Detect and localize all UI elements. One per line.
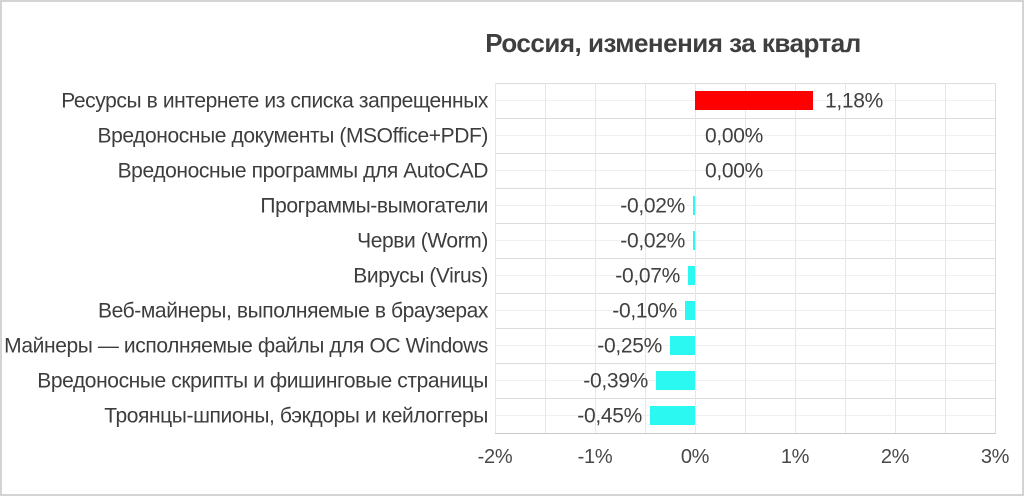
x-axis-tick-label: -2% <box>477 446 513 468</box>
bar-negative <box>670 336 695 355</box>
category-label: Троянцы-шпионы, бэкдоры и кейлоггеры <box>104 404 488 427</box>
bar-negative <box>693 196 695 215</box>
bar-negative <box>656 371 695 390</box>
x-axis-tick-label: 0% <box>680 446 710 468</box>
bar-value-label: 0,00% <box>705 124 764 147</box>
x-axis: -2% -1% 0% 1% 2% 3% <box>478 446 1010 470</box>
bar-negative <box>693 231 695 250</box>
bar-negative <box>688 266 695 285</box>
bar-value-label: -0,10% <box>612 299 677 322</box>
category-label: Вредоносные программы для AutoCAD <box>117 159 489 182</box>
bar-value-label: -0,02% <box>620 194 685 217</box>
category-label: Вредоносные скрипты и фишинговые страниц… <box>37 369 488 392</box>
bar-value-label: -0,25% <box>597 334 662 357</box>
x-axis-tick-label: -1% <box>577 446 613 468</box>
bar-negative <box>650 406 695 425</box>
category-label: Программы-вымогатели <box>260 194 488 217</box>
bar-negative <box>685 301 695 320</box>
category-label: Майнеры — исполняемые файлы для ОС Windo… <box>4 334 488 357</box>
category-label: Вирусы (Virus) <box>353 264 488 287</box>
plot-area: 1,18% 0,00% 0,00% -0,02% -0,02% -0,07% -0,10% -… <box>495 83 996 434</box>
x-axis-tick-label: 1% <box>780 446 810 468</box>
bar-value-label: -0,02% <box>620 229 685 252</box>
x-axis-tick-label: 2% <box>880 446 910 468</box>
bar-positive <box>695 91 813 110</box>
x-axis-tick-label: 3% <box>980 446 1010 468</box>
category-label: Черви (Worm) <box>357 229 488 252</box>
chart-title: Россия, изменения за квартал <box>485 28 861 58</box>
category-label: Веб-майнеры, выполняемые в браузерах <box>98 299 488 322</box>
bar-value-label: 1,18% <box>825 89 884 112</box>
bar-value-label: -0,45% <box>577 404 642 427</box>
category-label: Вредоносные документы (MSOffice+PDF) <box>97 124 488 147</box>
bar-value-label: -0,39% <box>583 369 648 392</box>
bar-value-label: 0,00% <box>705 159 764 182</box>
category-axis: Ресурсы в интернете из списка запрещенны… <box>2 83 488 433</box>
category-label: Ресурсы в интернете из списка запрещенны… <box>61 89 488 112</box>
bar-value-label: -0,07% <box>615 264 680 287</box>
